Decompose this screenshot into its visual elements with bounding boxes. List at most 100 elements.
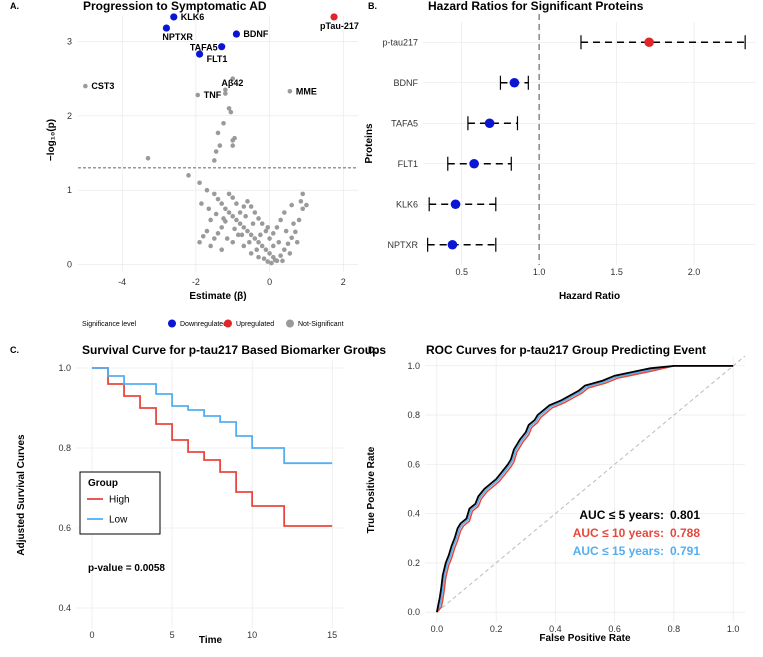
data-point	[267, 236, 272, 241]
data-point	[265, 225, 271, 230]
x-tick-label: 0.5	[455, 267, 468, 277]
x-axis-label: False Positive Rate	[539, 633, 631, 644]
data-point	[283, 228, 289, 234]
auc-value: 0.791	[670, 544, 700, 558]
data-point	[239, 232, 245, 238]
data-point	[243, 213, 248, 219]
legend-label: Upregulated	[236, 321, 274, 328]
x-tick-label: 5	[170, 630, 175, 640]
data-point	[252, 210, 258, 215]
data-point	[247, 239, 252, 245]
auc-label: AUC ≤ 5 years:	[579, 508, 664, 522]
y-tick-label: 1.0	[407, 361, 420, 371]
point-label: BDNF	[243, 29, 268, 39]
y-tick-label: 0.4	[58, 603, 71, 613]
x-axis-label: Estimate (β)	[189, 291, 246, 302]
legend-marker	[168, 319, 176, 328]
y-tick-label: 0.2	[407, 558, 420, 568]
data-point	[212, 158, 217, 163]
x-tick-label: 0.2	[490, 624, 503, 634]
data-point	[270, 243, 276, 249]
point-label: pTau-217	[320, 21, 359, 31]
x-tick-label: 0.0	[431, 624, 444, 634]
y-tick-label: 0.8	[407, 410, 420, 420]
y-axis-label: True Positive Rate	[366, 446, 377, 533]
data-point	[256, 254, 261, 260]
hr-point	[509, 77, 520, 88]
data-point	[221, 216, 226, 221]
data-point	[199, 201, 204, 206]
hr-point	[469, 158, 479, 169]
x-tick-label: -2	[192, 277, 200, 287]
y-tick-label: 3	[67, 36, 72, 46]
x-tick-label: 0	[90, 630, 95, 640]
panel-label: A.	[10, 1, 19, 11]
data-point	[294, 239, 300, 245]
data-point	[245, 228, 250, 234]
legend-marker	[224, 319, 232, 328]
data-point	[230, 213, 236, 219]
x-tick-label: 0.6	[608, 624, 621, 634]
legend-label: Low	[109, 515, 128, 526]
data-point	[186, 173, 191, 178]
y-tick-label: 1.0	[58, 363, 71, 373]
x-tick-label: 1.0	[727, 624, 740, 634]
x-tick-label: 0.8	[668, 624, 681, 634]
data-point	[287, 251, 293, 256]
data-point	[248, 232, 254, 238]
data-point	[300, 206, 306, 212]
data-point	[285, 241, 291, 247]
chart-title: Survival Curve for p-tau217 Based Biomar…	[82, 343, 386, 357]
data-point	[265, 259, 271, 264]
panel-d-roc: D. ROC Curves for p-tau217 Group Predicti…	[366, 343, 746, 644]
data-point	[276, 239, 282, 245]
legend: Significance level Downregulated Upregulat…	[82, 319, 344, 328]
legend: Group High Low	[79, 471, 161, 535]
data-point	[259, 243, 265, 249]
x-tick-label: 1.5	[610, 267, 623, 277]
x-tick-label: 1.0	[533, 267, 546, 277]
protein-label: BDNF	[394, 78, 419, 88]
data-point	[237, 221, 243, 226]
auc-value: 0.801	[670, 508, 700, 522]
data-point	[235, 232, 241, 238]
data-point	[219, 225, 224, 230]
data-point	[219, 247, 224, 252]
data-point	[280, 258, 285, 264]
labeled-point	[162, 24, 171, 32]
x-tick-label: -4	[118, 277, 126, 287]
data-point	[224, 236, 230, 241]
data-point	[289, 202, 294, 208]
auc-label: AUC ≤ 15 years:	[573, 544, 664, 558]
y-tick-label: 0.6	[407, 459, 420, 469]
data-point	[230, 239, 236, 245]
point-label: Aβ42	[221, 78, 243, 88]
data-point	[212, 191, 217, 197]
legend-title: Significance level	[82, 321, 137, 328]
protein-label: KLK6	[396, 199, 418, 209]
data-point	[213, 211, 219, 217]
hr-point	[450, 199, 461, 210]
chance-line	[436, 355, 746, 613]
data-point	[278, 217, 283, 223]
survival-curve	[92, 367, 333, 465]
hr-point	[644, 37, 654, 48]
legend-title: Group	[88, 478, 118, 489]
legend-label: Not-Significant	[298, 321, 344, 328]
data-point	[282, 210, 287, 215]
data-point	[241, 225, 247, 230]
chart-title: ROC Curves for p-tau217 Group Predicting…	[426, 343, 706, 357]
data-point	[256, 239, 261, 245]
y-axis-label: Adjusted Survival Curves	[16, 434, 27, 556]
data-point	[269, 260, 274, 266]
data-point	[228, 109, 234, 115]
labeled-point	[195, 92, 201, 98]
data-point	[252, 236, 258, 241]
data-point	[215, 196, 221, 202]
data-point	[223, 91, 228, 96]
data-point	[248, 251, 254, 256]
x-tick-label: 2.0	[688, 267, 701, 277]
panel-b-forest: B. Hazard Ratios for Significant Proteins…	[364, 0, 756, 302]
panel-label: D.	[368, 345, 377, 355]
